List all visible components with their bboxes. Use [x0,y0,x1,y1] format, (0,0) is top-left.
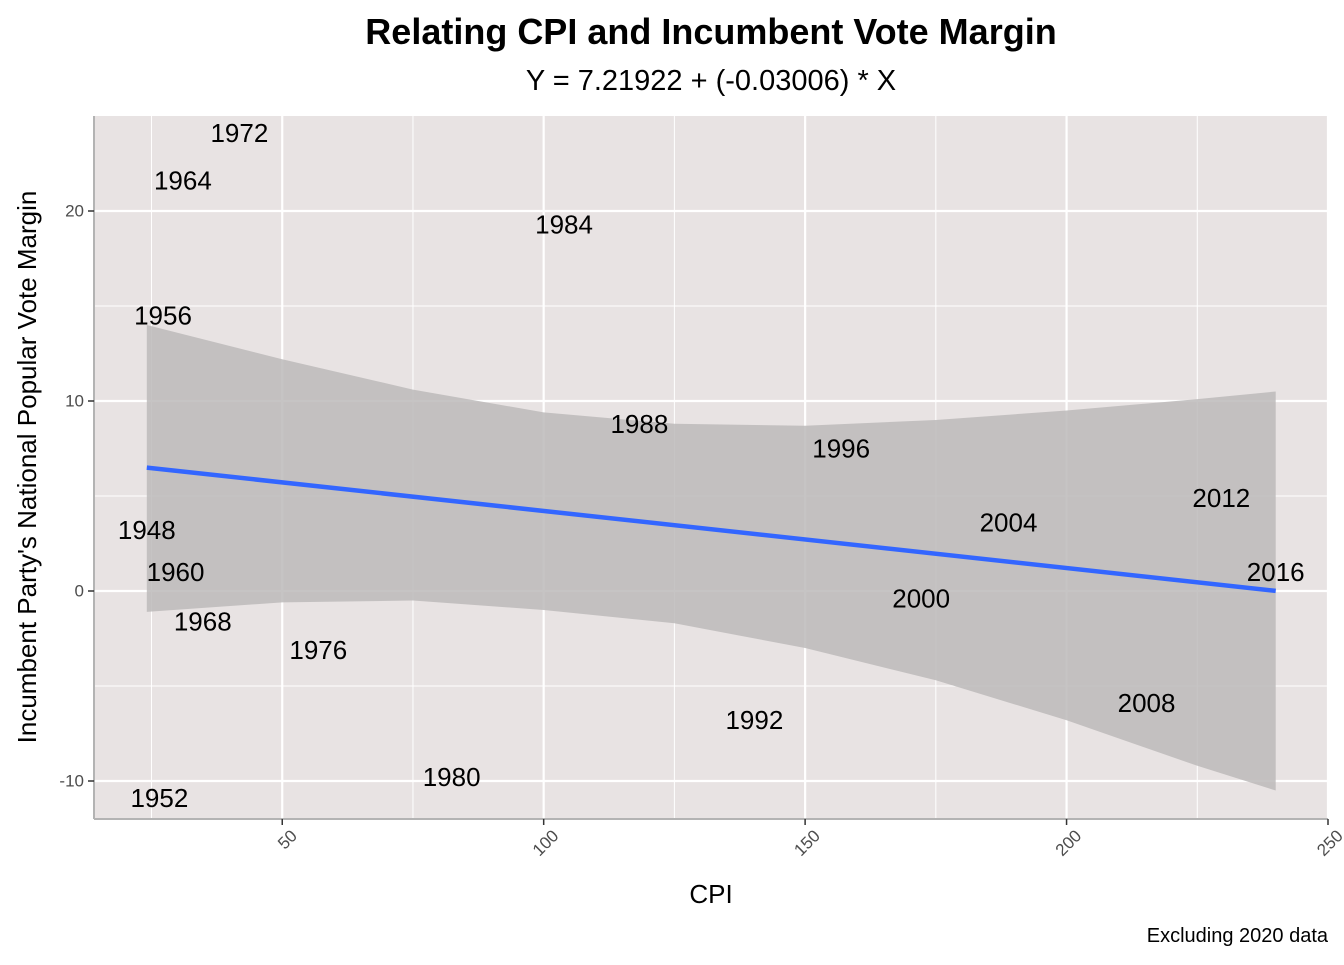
point-label-1952: 1952 [130,783,188,813]
y-tick-label: 20 [65,202,84,221]
regression-line [146,465,1276,594]
point-label-2012: 2012 [1192,483,1250,513]
chart-subtitle: Y = 7.21922 + (-0.03006) * X [526,65,896,97]
x-axis-title: CPI [689,879,732,909]
point-label-1964: 1964 [154,166,212,196]
y-tick-label: 0 [75,582,84,601]
point-label-1996: 1996 [812,434,870,464]
point-label-1976: 1976 [289,635,347,665]
fit-line [146,465,1276,594]
point-label-1984: 1984 [535,209,593,239]
confidence-band [146,325,1276,791]
point-labels: 1948 1952 1956 1960 1964 1968 1972 1976 1980 1984… [118,118,1305,813]
point-label-2000: 2000 [892,584,950,614]
x-tick-label: 50 [274,826,301,853]
point-label-2004: 2004 [980,508,1038,538]
point-label-1960: 1960 [147,557,205,587]
y-tick-label: 10 [65,392,84,411]
y-tick-label: -10 [59,772,84,791]
chart-title: Relating CPI and Incumbent Vote Margin [365,11,1056,52]
point-label-1992: 1992 [725,705,783,735]
y-axis-title: Incumbent Party's National Popular Vote … [12,191,42,744]
point-label-1948: 1948 [118,515,176,545]
x-tick-label: 100 [529,826,562,859]
point-label-2008: 2008 [1118,688,1176,718]
x-tick-label: 250 [1313,826,1344,859]
confidence-band-area [146,325,1276,791]
point-label-1980: 1980 [423,762,481,792]
point-label-2016: 2016 [1247,557,1305,587]
point-label-1988: 1988 [610,409,668,439]
x-tick-label: 200 [1052,826,1085,859]
chart-caption: Excluding 2020 data [1147,925,1329,947]
point-label-1972: 1972 [210,118,268,148]
x-tick-label: 150 [790,826,823,859]
point-label-1956: 1956 [134,301,192,331]
point-label-1968: 1968 [174,606,232,636]
